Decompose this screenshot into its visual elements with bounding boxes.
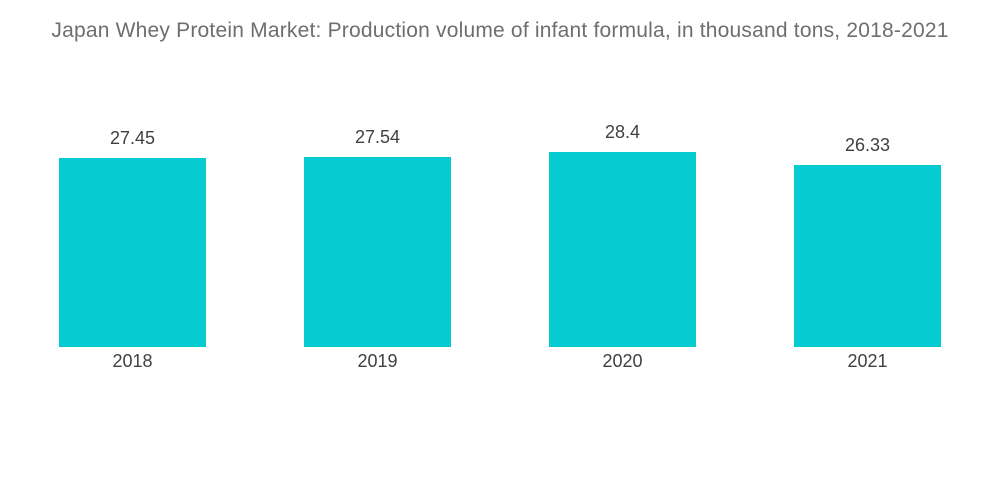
- chart-title: Japan Whey Protein Market: Production vo…: [51, 19, 949, 42]
- bar-2020: [549, 152, 696, 347]
- bar-value-label: 27.54: [354, 127, 401, 147]
- bar-value-label: 28.4: [604, 122, 641, 142]
- x-tick-label: 2018: [112, 351, 153, 371]
- bar-group-2018: 27.45 2018: [10, 119, 255, 375]
- x-tick-label: 2020: [602, 351, 643, 371]
- x-tick-label: 2019: [357, 351, 398, 371]
- bar-2018: [59, 158, 206, 347]
- bar-2019: [304, 157, 451, 347]
- bar-value-label: 27.45: [109, 128, 156, 148]
- bar-group-2021: 26.33 2021: [745, 119, 990, 375]
- bar-2021: [794, 165, 941, 347]
- plot-area: 27.45 2018 27.54 2019 28.4 2020 26.33 20…: [10, 119, 990, 375]
- bar-group-2020: 28.4 2020: [500, 119, 745, 375]
- x-tick-label: 2021: [847, 351, 888, 371]
- bar-group-2019: 27.54 2019: [255, 119, 500, 375]
- bar-value-label: 26.33: [844, 135, 891, 155]
